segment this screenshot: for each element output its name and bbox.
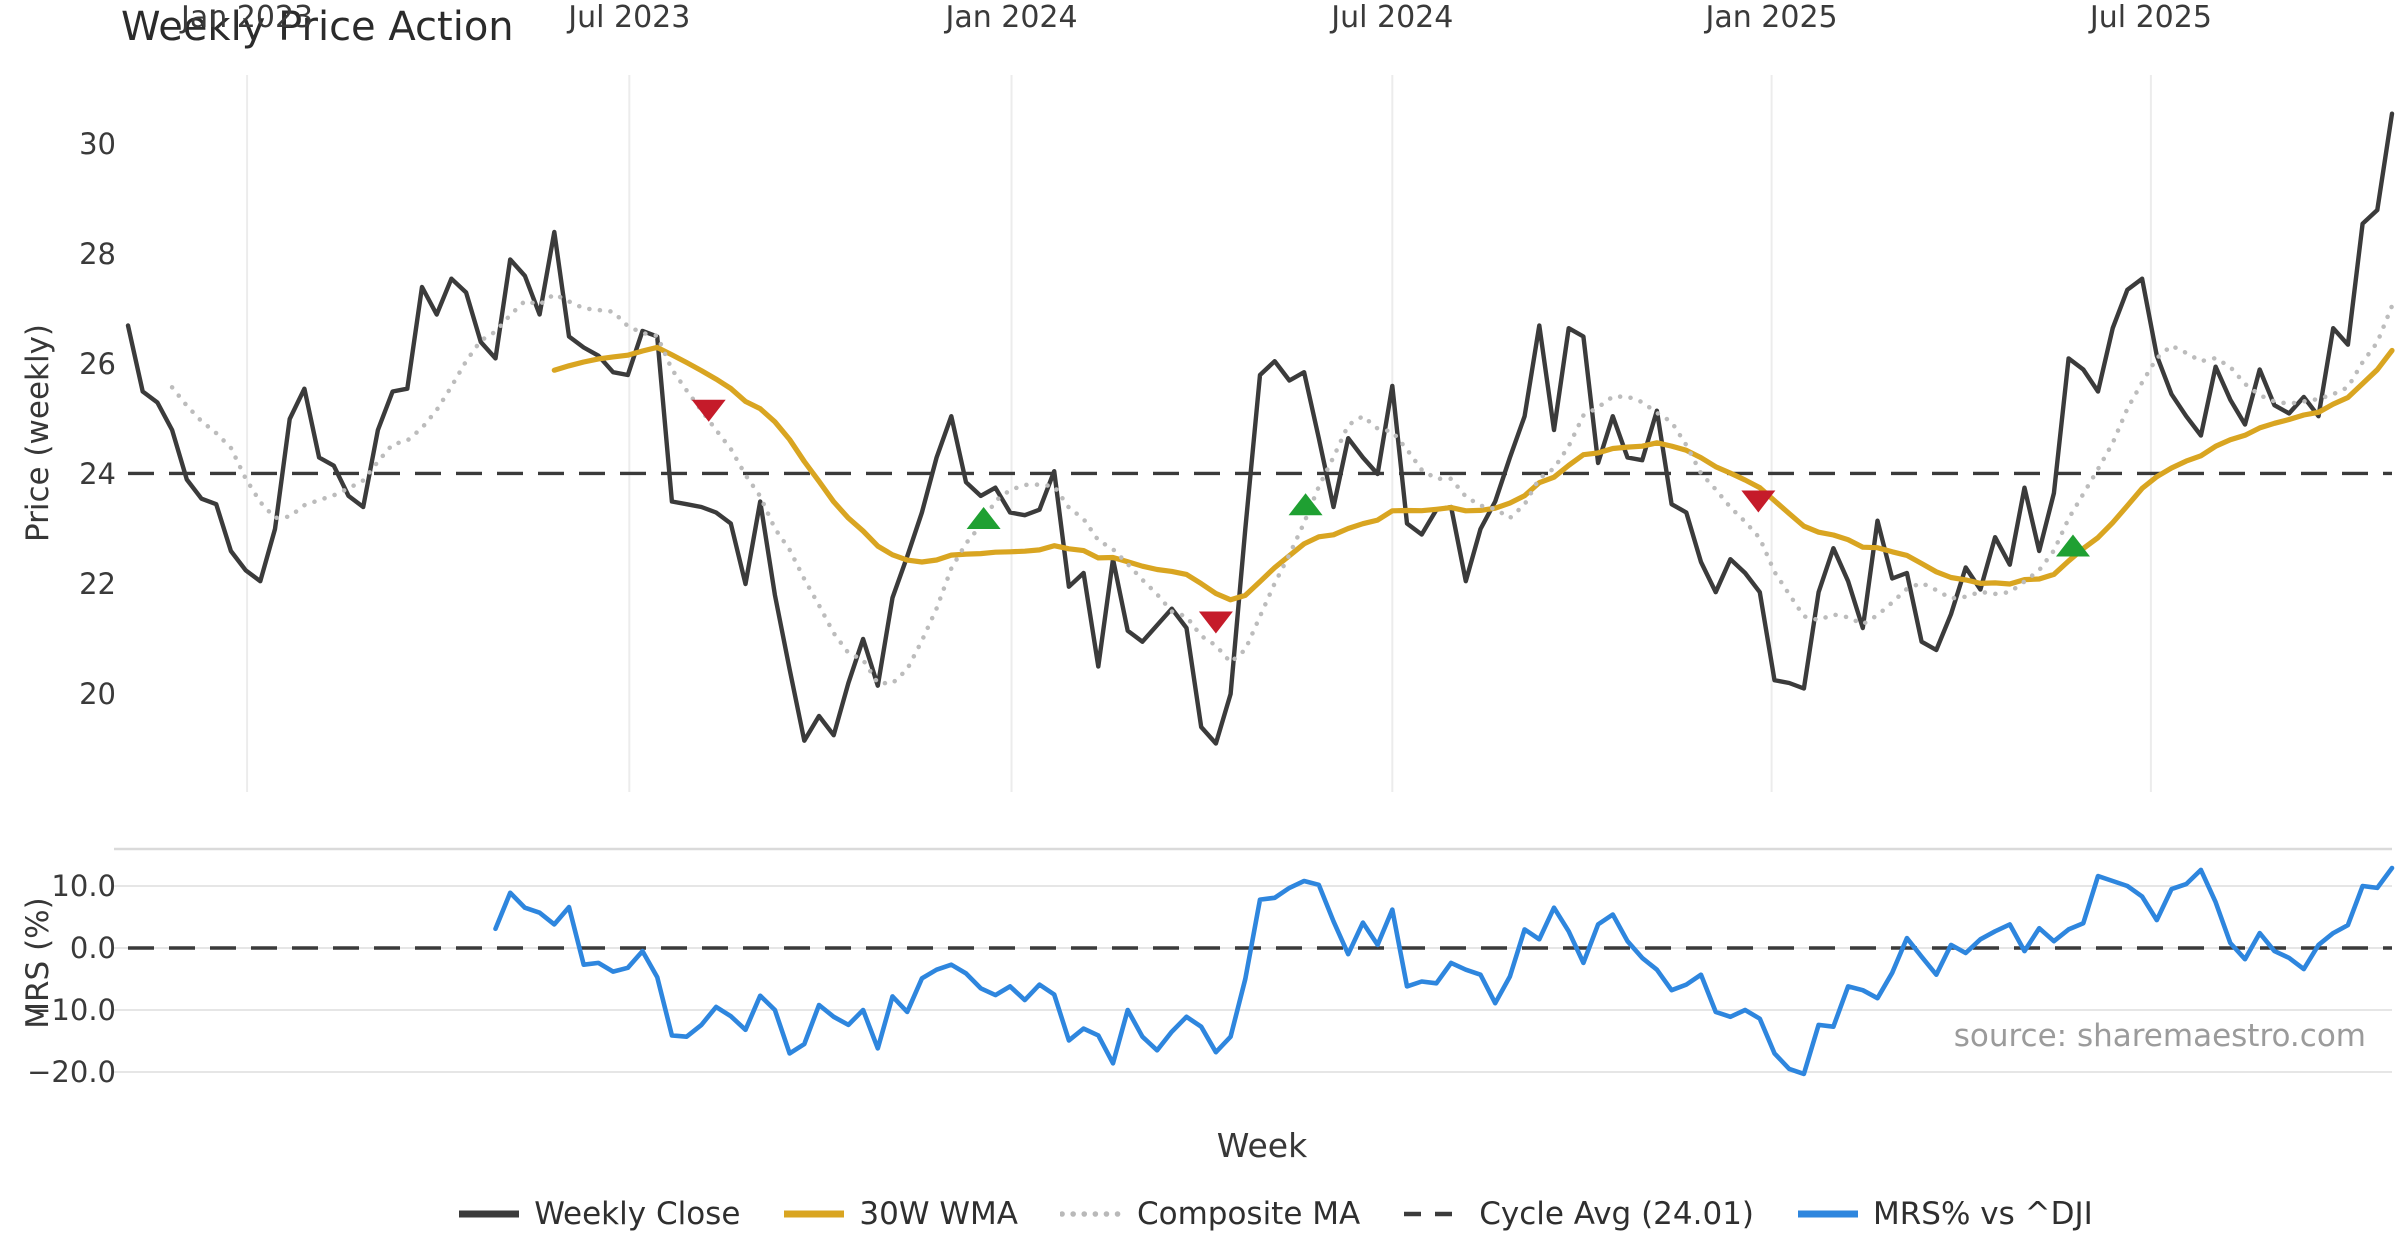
buy-signal-marker bbox=[2055, 534, 2090, 557]
legend-item-composite: Composite MA bbox=[1059, 1196, 1361, 1232]
week-tick-label: Jan 2023 bbox=[181, 0, 314, 35]
week-tick-label: Jul 2025 bbox=[2089, 0, 2212, 35]
buy-signal-marker bbox=[966, 506, 1001, 529]
legend-item-mrs: MRS% vs ^DJI bbox=[1796, 1196, 2093, 1232]
week-tick-label: Jul 2024 bbox=[1331, 0, 1454, 35]
price-tick-label: 28 bbox=[79, 236, 116, 271]
mrs-line-sample bbox=[1798, 1210, 1859, 1218]
legend-item-weekly-close: Weekly Close bbox=[457, 1196, 740, 1232]
price-axis-label: Price (weekly) bbox=[20, 323, 56, 543]
legend-label: 30W WMA bbox=[859, 1196, 1018, 1232]
legend-label: Weekly Close bbox=[534, 1196, 741, 1232]
legend-label: MRS% vs ^DJI bbox=[1873, 1196, 2093, 1232]
sell-signal-marker bbox=[1741, 490, 1776, 513]
mrs-line bbox=[493, 865, 2395, 1077]
source-caption: source: sharemaestro.com bbox=[1953, 1018, 2366, 1054]
price-tick-label: 30 bbox=[79, 126, 116, 161]
price-tick-label: 20 bbox=[79, 676, 116, 711]
mrs-tick-label: −10.0 bbox=[27, 993, 116, 1027]
mrs-tick-label: 10.0 bbox=[51, 869, 116, 903]
buy-signal-marker bbox=[1288, 493, 1323, 516]
legend-label: Cycle Avg (24.01) bbox=[1479, 1196, 1755, 1232]
week-tick-label: Jan 2024 bbox=[945, 0, 1078, 35]
mrs-tick-label: 0.0 bbox=[69, 931, 116, 965]
cycle-line-sample bbox=[1404, 1211, 1465, 1217]
wma-line-sample bbox=[784, 1210, 845, 1218]
weekly-close-line bbox=[125, 111, 2395, 746]
sell-signal-marker bbox=[691, 399, 726, 422]
chart-legend: Weekly Close 30W WMA Composite MA Cycle Avg… bbox=[75, 1196, 2400, 1232]
composite-ma-line bbox=[169, 291, 2395, 686]
price-tick-label: 22 bbox=[79, 566, 116, 601]
sell-signal-marker bbox=[1198, 611, 1233, 634]
legend-item-wma: 30W WMA bbox=[782, 1196, 1018, 1232]
chart-title: Weekly Price Action bbox=[121, 4, 514, 50]
price-tick-label: 26 bbox=[79, 346, 116, 381]
week-axis-label: Week bbox=[1216, 1126, 1308, 1165]
week-tick-label: Jul 2023 bbox=[568, 0, 691, 35]
weekly-close-line-sample bbox=[459, 1210, 520, 1218]
wma-30w-line bbox=[551, 344, 2395, 603]
mrs-tick-label: −20.0 bbox=[27, 1055, 116, 1089]
legend-label: Composite MA bbox=[1136, 1196, 1361, 1232]
composite-line-sample bbox=[1059, 1211, 1124, 1217]
price-tick-label: 24 bbox=[79, 456, 116, 491]
week-tick-label: Jan 2025 bbox=[1705, 0, 1838, 35]
legend-item-cycle: Cycle Avg (24.01) bbox=[1402, 1196, 1754, 1232]
